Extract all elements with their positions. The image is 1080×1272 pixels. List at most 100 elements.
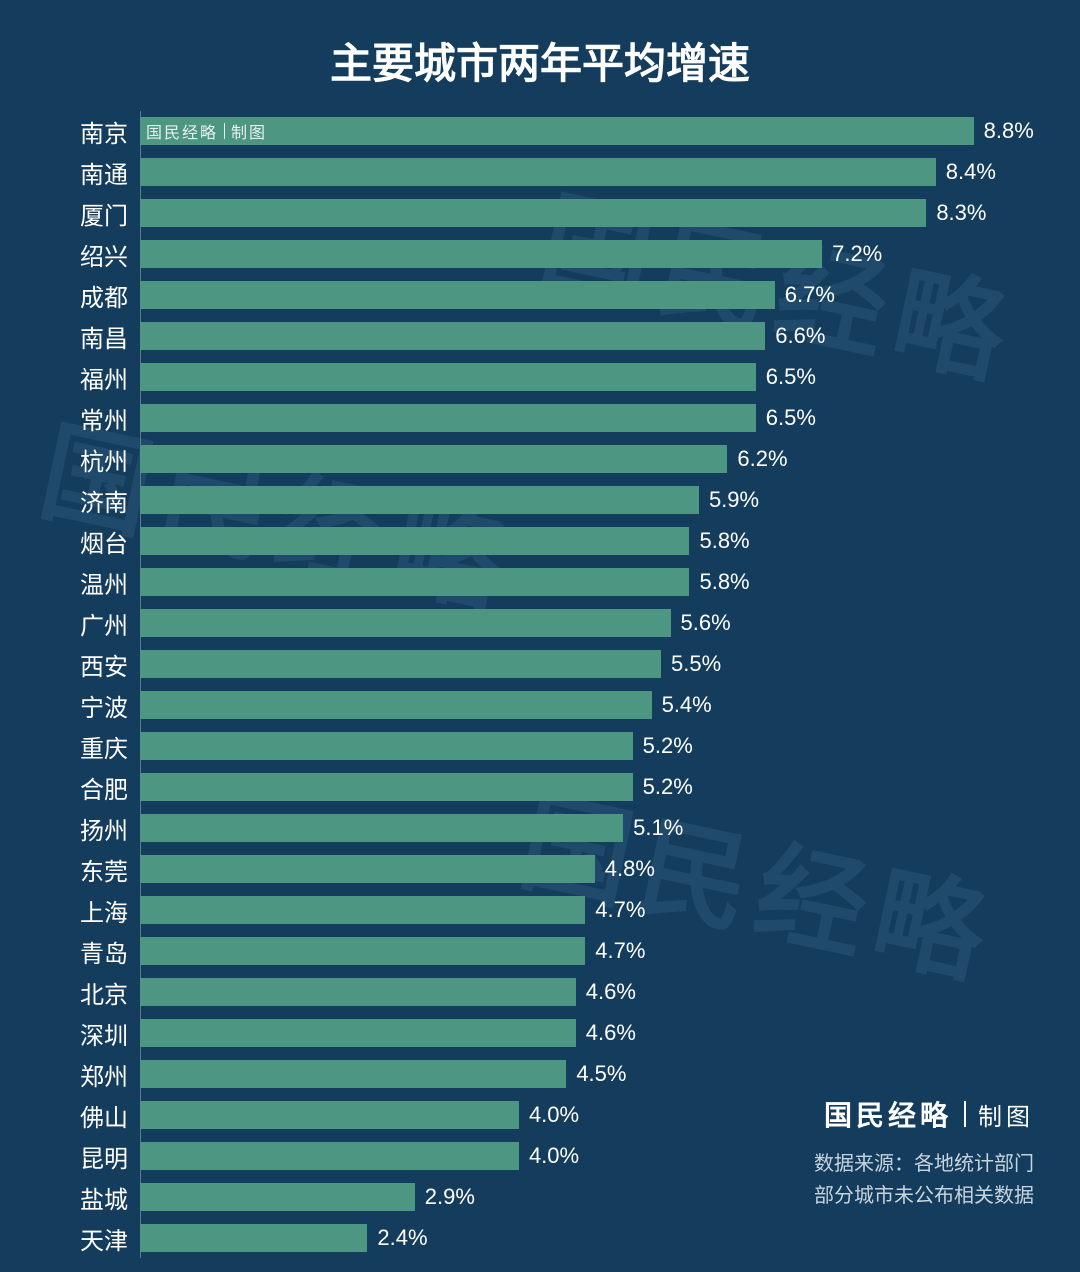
bar: 6.2%: [140, 445, 727, 474]
bar-track: 4.8%: [140, 849, 1040, 889]
bar-track: 7.2%: [140, 234, 1040, 274]
city-label: 西安: [40, 647, 140, 682]
value-label: 5.9%: [699, 487, 759, 513]
bar-track: 5.8%: [140, 562, 1040, 602]
value-label: 4.5%: [566, 1061, 626, 1087]
bar-row: 郑州 4.5%: [40, 1054, 1040, 1094]
value-label: 4.7%: [585, 938, 645, 964]
bar: 6.7%: [140, 281, 775, 310]
credit-source-1: 数据来源：各地统计部门: [814, 1148, 1034, 1180]
bar-row: 合肥 5.2%: [40, 767, 1040, 807]
value-label: 4.0%: [519, 1143, 579, 1169]
bar-row: 成都6.7%: [40, 275, 1040, 315]
city-label: 东莞: [40, 852, 140, 887]
credit-brand: 国民经略: [824, 1094, 952, 1134]
value-label: 8.8%: [974, 118, 1034, 144]
city-label: 重庆: [40, 729, 140, 764]
bar-track: 5.2%: [140, 726, 1040, 766]
value-label: 2.4%: [367, 1225, 427, 1251]
bar-row: 温州5.8%: [40, 562, 1040, 602]
bar-track: 5.6%: [140, 603, 1040, 643]
bar-track: 4.6%: [140, 972, 1040, 1012]
bar-track: 5.2%: [140, 767, 1040, 807]
value-label: 5.8%: [689, 528, 749, 554]
bar-badge-right: 制图: [231, 119, 267, 143]
bar-row: 西安5.5%: [40, 644, 1040, 684]
city-label: 北京: [40, 975, 140, 1010]
bar-track: 8.4%: [140, 152, 1040, 192]
bar: 4.7%: [140, 937, 585, 966]
bar-track: 5.1%: [140, 808, 1040, 848]
value-label: 8.4%: [936, 159, 996, 185]
bar: 5.2%: [140, 732, 633, 761]
bar: 6.6%: [140, 322, 765, 351]
bar-track: 4.6%: [140, 1013, 1040, 1053]
bar: 5.5%: [140, 650, 661, 679]
bar: 8.8%国民经略制图: [140, 117, 974, 146]
bar-row: 常州6.5%: [40, 398, 1040, 438]
bar-row: 杭州6.2%: [40, 439, 1040, 479]
city-label: 温州: [40, 565, 140, 600]
bar-row: 深圳 4.6%: [40, 1013, 1040, 1053]
city-label: 广州: [40, 606, 140, 641]
bar-row: 北京4.6%: [40, 972, 1040, 1012]
bar: 5.1%: [140, 814, 623, 843]
bar-track: 6.7%: [140, 275, 1040, 315]
chart-container: 主要城市两年平均增速 国民经略 国民经略 国民经略 南京8.8%国民经略制图南通…: [0, 0, 1080, 1272]
city-label: 昆明: [40, 1139, 140, 1174]
credit-main: 国民经略 制图: [814, 1094, 1034, 1134]
value-label: 4.6%: [576, 1020, 636, 1046]
bar-row: 东莞4.8%: [40, 849, 1040, 889]
bar-row: 绍兴7.2%: [40, 234, 1040, 274]
bar-track: 2.4%: [140, 1218, 1040, 1258]
value-label: 8.3%: [926, 200, 986, 226]
value-label: 5.8%: [689, 569, 749, 595]
city-label: 青岛: [40, 934, 140, 969]
city-label: 深圳: [40, 1016, 140, 1051]
bar-row: 南通8.4%: [40, 152, 1040, 192]
value-label: 5.1%: [623, 815, 683, 841]
value-label: 6.7%: [775, 282, 835, 308]
bar-row: 扬州5.1%: [40, 808, 1040, 848]
bar-track: 6.5%: [140, 398, 1040, 438]
bar-row: 福州 6.5%: [40, 357, 1040, 397]
bar-row: 青岛4.7%: [40, 931, 1040, 971]
bar: 5.8%: [140, 568, 689, 597]
value-label: 5.5%: [661, 651, 721, 677]
bar-row: 广州5.6%: [40, 603, 1040, 643]
value-label: 5.2%: [633, 774, 693, 800]
bar-row: 南京 8.8% 国民经略制图: [40, 111, 1040, 151]
city-label: 常州: [40, 401, 140, 436]
bar-row: 天津 2.4%: [40, 1218, 1040, 1258]
city-label: 南昌: [40, 319, 140, 354]
city-label: 盐城: [40, 1180, 140, 1215]
bar: 5.4%: [140, 691, 652, 720]
bar: 2.9%: [140, 1183, 415, 1212]
bar: 4.7%: [140, 896, 585, 925]
credit-source-2: 部分城市未公布相关数据: [814, 1180, 1034, 1212]
city-label: 南京: [40, 114, 140, 149]
bar-row: 宁波5.4%: [40, 685, 1040, 725]
credit-separator-icon: [964, 1101, 966, 1127]
credit-block: 国民经略 制图 数据来源：各地统计部门 部分城市未公布相关数据: [814, 1094, 1034, 1212]
bar-row: 重庆5.2%: [40, 726, 1040, 766]
city-label: 天津: [40, 1221, 140, 1256]
city-label: 福州: [40, 360, 140, 395]
bar-track: 8.8% 国民经略制图: [140, 111, 1040, 151]
city-label: 上海: [40, 893, 140, 928]
bar-track: 8.3%: [140, 193, 1040, 233]
bar: 5.9%: [140, 486, 699, 515]
bar-track: 5.8%: [140, 521, 1040, 561]
bar: 5.8%: [140, 527, 689, 556]
bar-badge-left: 国民经略: [146, 119, 218, 143]
value-label: 6.5%: [756, 364, 816, 390]
city-label: 郑州: [40, 1057, 140, 1092]
bar: 4.6%: [140, 978, 576, 1007]
city-label: 杭州: [40, 442, 140, 477]
bar: 4.0%: [140, 1101, 519, 1130]
city-label: 扬州: [40, 811, 140, 846]
bar: 4.0%: [140, 1142, 519, 1171]
city-label: 济南: [40, 483, 140, 518]
bar-badge-separator-icon: [224, 123, 225, 139]
city-label: 合肥: [40, 770, 140, 805]
